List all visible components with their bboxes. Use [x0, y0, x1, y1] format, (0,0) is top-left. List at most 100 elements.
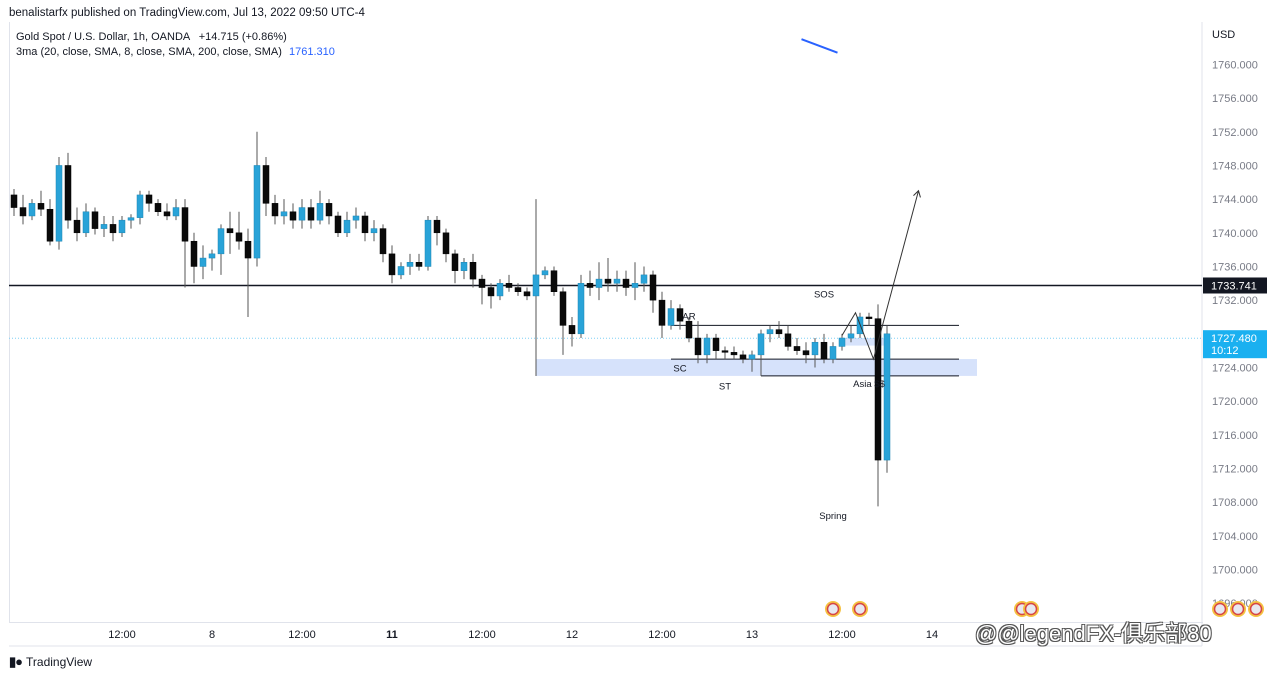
- time-tick-label: 13: [746, 629, 758, 641]
- bear-candle: [64, 165, 72, 221]
- bear-candle: [442, 232, 450, 255]
- price-tick-label: 1748.000: [1212, 160, 1258, 172]
- price-label-current-text: 1727.480: [1211, 333, 1257, 345]
- bull-candle: [136, 194, 144, 218]
- bear-candle: [559, 291, 567, 326]
- bear-candle: [163, 211, 171, 217]
- annotation-label: AR: [682, 312, 695, 323]
- price-tick-label: 1760.000: [1212, 59, 1258, 71]
- bear-candle: [388, 253, 396, 276]
- bear-candle: [181, 207, 189, 242]
- bull-candle: [298, 207, 306, 221]
- bull-candle: [127, 217, 135, 221]
- bull-candle: [883, 333, 891, 461]
- time-tick-label: 11: [386, 629, 398, 641]
- time-tick-label: 8: [209, 629, 215, 641]
- bear-candle: [289, 211, 297, 221]
- bear-candle: [109, 224, 117, 234]
- us-flag-icon: [1231, 602, 1245, 616]
- bull-candle: [280, 211, 288, 217]
- bull-candle: [829, 346, 837, 360]
- bear-candle: [865, 316, 873, 319]
- annotation-label: Asia $$: [853, 379, 885, 390]
- price-tick-label: 1704.000: [1212, 531, 1258, 543]
- bear-candle: [793, 346, 801, 351]
- projection-arrowhead: [913, 189, 921, 198]
- bear-candle: [694, 337, 702, 356]
- bear-candle: [451, 253, 459, 271]
- ma-value: 1761.310: [289, 46, 335, 58]
- chart-pane[interactable]: [9, 22, 1203, 623]
- brand-name: TradingView: [26, 655, 93, 669]
- currency-label: USD: [1212, 29, 1236, 41]
- bull-candle: [172, 207, 180, 217]
- time-tick-label: 12:00: [288, 629, 316, 641]
- price-tick-label: 1744.000: [1212, 194, 1258, 206]
- bear-candle: [676, 308, 684, 322]
- bear-candle: [10, 194, 18, 208]
- bull-candle: [208, 253, 216, 259]
- bear-candle: [145, 194, 153, 204]
- price-label-current: [1203, 330, 1267, 359]
- countdown-label: 10:12: [1211, 345, 1239, 357]
- bear-candle: [307, 207, 315, 221]
- price-tick-label: 1736.000: [1212, 261, 1258, 273]
- bear-candle: [325, 203, 333, 217]
- price-tick-label: 1700.000: [1212, 564, 1258, 576]
- bull-candle: [496, 283, 504, 297]
- price-tick-label: 1708.000: [1212, 497, 1258, 509]
- annotation-label: SOS: [814, 290, 834, 301]
- bull-candle: [217, 228, 225, 255]
- bear-candle: [730, 352, 738, 356]
- bull-candle: [811, 341, 819, 356]
- bear-candle: [514, 287, 522, 292]
- bull-candle: [100, 224, 108, 229]
- bull-candle: [253, 165, 261, 259]
- us-flag-icon: [853, 602, 867, 616]
- bull-candle: [838, 337, 846, 347]
- bear-candle: [658, 299, 666, 326]
- bear-candle: [37, 203, 45, 210]
- price-tick-label: 1740.000: [1212, 228, 1258, 240]
- price-tick-label: 1712.000: [1212, 463, 1258, 475]
- bull-candle: [847, 333, 855, 339]
- demand-zone: [536, 359, 977, 376]
- price-change: +14.715 (+0.86%): [198, 31, 287, 43]
- bull-candle: [613, 278, 621, 284]
- bear-candle: [415, 262, 423, 267]
- bull-candle: [460, 262, 468, 271]
- bear-candle: [523, 291, 531, 297]
- bear-candle: [478, 278, 486, 288]
- bull-candle: [766, 329, 774, 335]
- bear-candle: [712, 337, 720, 351]
- bull-candle: [541, 270, 549, 276]
- time-tick-label: 12:00: [468, 629, 496, 641]
- price-tick-label: 1720.000: [1212, 396, 1258, 408]
- bear-candle: [505, 283, 513, 288]
- bear-candle: [622, 278, 630, 288]
- publish-header: benalistarfx published on TradingView.co…: [9, 7, 365, 19]
- bull-candle: [757, 333, 765, 356]
- bear-candle: [244, 240, 252, 259]
- bull-candle: [406, 262, 414, 267]
- bear-candle: [685, 320, 693, 339]
- time-tick-label: 12:00: [108, 629, 136, 641]
- tradingview-footer[interactable]: ▮● TradingView: [9, 654, 92, 670]
- time-tick-label: 12: [566, 629, 578, 641]
- annotation-label: SC: [673, 364, 686, 375]
- symbol-legend[interactable]: Gold Spot / U.S. Dollar, 1h, OANDA +14.7…: [16, 31, 287, 43]
- bear-candle: [154, 203, 162, 213]
- annotation-label: Spring: [819, 511, 846, 522]
- bear-candle: [802, 350, 810, 356]
- bull-candle: [118, 219, 126, 234]
- bull-candle: [55, 165, 63, 242]
- bear-candle: [784, 333, 792, 347]
- bear-candle: [235, 232, 243, 242]
- bear-candle: [73, 219, 81, 234]
- bear-candle: [604, 278, 612, 284]
- bull-candle: [640, 274, 648, 284]
- tradingview-logo-icon: ▮●: [9, 654, 23, 669]
- time-tick-label: 14: [926, 629, 938, 641]
- ma-legend[interactable]: 3ma (20, close, SMA, 8, close, SMA, 200,…: [16, 46, 335, 58]
